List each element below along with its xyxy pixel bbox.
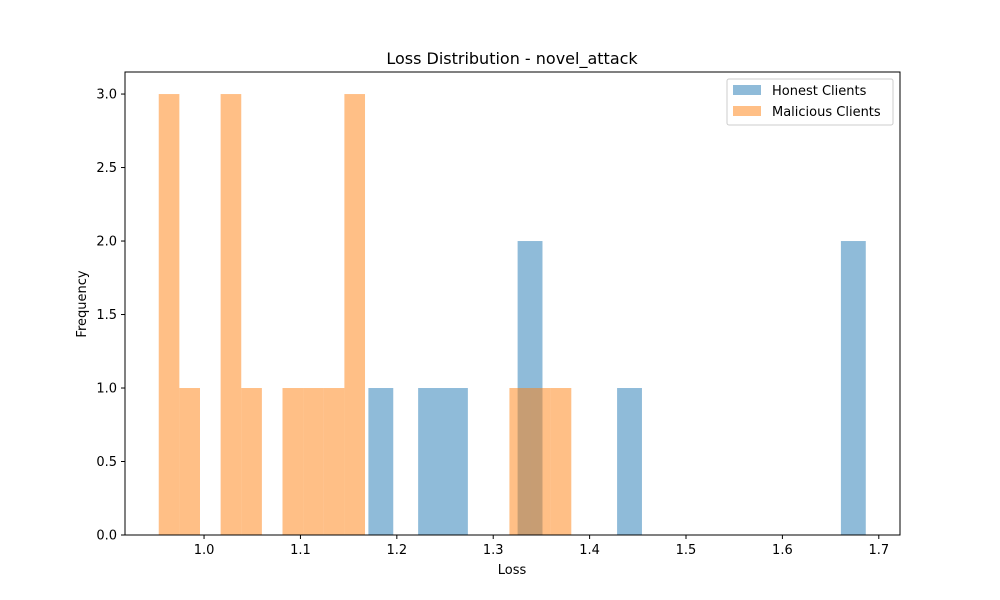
honest-bar-2 bbox=[443, 388, 468, 535]
x-tick-label: 1.3 bbox=[483, 543, 504, 558]
honest-bar-5 bbox=[840, 241, 866, 536]
legend-label-malicious: Malicious Clients bbox=[772, 105, 881, 120]
malicious-bar-4 bbox=[282, 388, 304, 535]
y-tick-label: 0.5 bbox=[96, 455, 117, 470]
y-axis: 0.0 0.5 1.0 1.5 2.0 2.5 3.0 bbox=[96, 88, 125, 544]
x-tick-label: 1.4 bbox=[579, 543, 600, 558]
malicious-bar-2 bbox=[220, 94, 242, 536]
honest-bar-4 bbox=[617, 388, 642, 535]
x-tick-label: 1.2 bbox=[386, 543, 407, 558]
malicious-bar-10 bbox=[550, 388, 572, 535]
honest-bar-1 bbox=[418, 388, 444, 535]
malicious-bar-7 bbox=[344, 94, 366, 536]
x-axis: 1.0 1.1 1.2 1.3 1.4 1.5 1.6 1.7 bbox=[194, 535, 889, 558]
y-tick-label: 1.0 bbox=[96, 382, 117, 397]
x-tick-label: 1.1 bbox=[290, 543, 311, 558]
legend-label-honest: Honest Clients bbox=[772, 84, 867, 99]
malicious-bar-1 bbox=[179, 388, 200, 535]
legend: Honest Clients Malicious Clients bbox=[726, 78, 894, 126]
chart-title: Loss Distribution - novel_attack bbox=[386, 49, 638, 69]
legend-swatch-malicious bbox=[733, 106, 761, 116]
y-tick-label: 3.0 bbox=[96, 88, 117, 103]
bars-group bbox=[158, 94, 866, 536]
x-tick-label: 1.6 bbox=[772, 543, 793, 558]
x-tick-label: 1.7 bbox=[868, 543, 889, 558]
x-tick-label: 1.0 bbox=[194, 543, 215, 558]
x-axis-label: Loss bbox=[498, 563, 527, 578]
y-axis-label: Frequency bbox=[75, 270, 90, 337]
y-tick-label: 2.0 bbox=[96, 235, 117, 250]
y-tick-label: 2.5 bbox=[96, 161, 117, 176]
y-tick-label: 0.0 bbox=[96, 529, 117, 544]
x-tick-label: 1.5 bbox=[676, 543, 697, 558]
honest-bar-0 bbox=[368, 388, 394, 535]
malicious-bar-5 bbox=[303, 388, 324, 535]
legend-swatch-honest bbox=[733, 85, 761, 95]
malicious-bar-8 bbox=[509, 388, 531, 535]
y-tick-label: 1.5 bbox=[96, 308, 117, 323]
legend-box bbox=[726, 78, 894, 126]
plot-frame bbox=[124, 71, 901, 536]
malicious-bar-3 bbox=[241, 388, 262, 535]
malicious-bar-0 bbox=[158, 94, 180, 536]
malicious-bar-9 bbox=[530, 388, 551, 535]
malicious-bar-6 bbox=[323, 388, 345, 535]
